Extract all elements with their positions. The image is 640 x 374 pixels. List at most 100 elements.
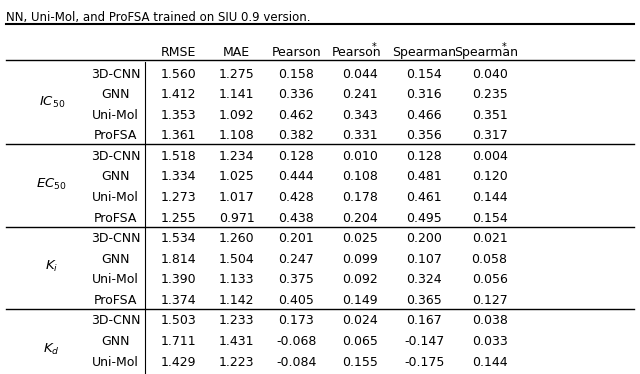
Text: 0.149: 0.149	[342, 294, 378, 307]
Text: 0.343: 0.343	[342, 109, 378, 122]
Text: GNN: GNN	[101, 253, 130, 266]
Text: 1.273: 1.273	[161, 191, 196, 204]
Text: ProFSA: ProFSA	[94, 129, 137, 142]
Text: 1.133: 1.133	[219, 273, 255, 286]
Text: Spearman: Spearman	[392, 46, 456, 59]
Text: *: *	[502, 42, 506, 52]
Text: 0.107: 0.107	[406, 253, 442, 266]
Text: 1.353: 1.353	[161, 109, 196, 122]
Text: GNN: GNN	[101, 335, 130, 348]
Text: MAE: MAE	[223, 46, 250, 59]
Text: 0.971: 0.971	[219, 212, 255, 224]
Text: 1.390: 1.390	[161, 273, 196, 286]
Text: 0.317: 0.317	[472, 129, 508, 142]
Text: 1.223: 1.223	[219, 356, 255, 368]
Text: GNN: GNN	[101, 88, 130, 101]
Text: GNN: GNN	[101, 171, 130, 183]
Text: 0.158: 0.158	[278, 68, 314, 80]
Text: 0.155: 0.155	[342, 356, 378, 368]
Text: 0.444: 0.444	[278, 171, 314, 183]
Text: 0.056: 0.056	[472, 273, 508, 286]
Text: 0.495: 0.495	[406, 212, 442, 224]
Text: 1.503: 1.503	[161, 315, 196, 327]
Text: 0.099: 0.099	[342, 253, 378, 266]
Text: 0.144: 0.144	[472, 356, 508, 368]
Text: *: *	[371, 42, 376, 52]
Text: 0.356: 0.356	[406, 129, 442, 142]
Text: 0.128: 0.128	[278, 150, 314, 163]
Text: 3D-CNN: 3D-CNN	[91, 232, 140, 245]
Text: 0.481: 0.481	[406, 171, 442, 183]
Text: $K_{i}$: $K_{i}$	[45, 259, 58, 275]
Text: ProFSA: ProFSA	[94, 294, 137, 307]
Text: 1.814: 1.814	[161, 253, 196, 266]
Text: 0.351: 0.351	[472, 109, 508, 122]
Text: 1.142: 1.142	[219, 294, 255, 307]
Text: NN, Uni-Mol, and ProFSA trained on SIU 0.9 version.: NN, Uni-Mol, and ProFSA trained on SIU 0…	[6, 11, 311, 24]
Text: 0.375: 0.375	[278, 273, 314, 286]
Text: 0.065: 0.065	[342, 335, 378, 348]
Text: 1.412: 1.412	[161, 88, 196, 101]
Text: 0.462: 0.462	[278, 109, 314, 122]
Text: Uni-Mol: Uni-Mol	[92, 191, 139, 204]
Text: 0.336: 0.336	[278, 88, 314, 101]
Text: 3D-CNN: 3D-CNN	[91, 150, 140, 163]
Text: 0.120: 0.120	[472, 171, 508, 183]
Text: 0.144: 0.144	[472, 191, 508, 204]
Text: $K_{d}$: $K_{d}$	[44, 341, 60, 357]
Text: 0.178: 0.178	[342, 191, 378, 204]
Text: 1.431: 1.431	[219, 335, 255, 348]
Text: 0.038: 0.038	[472, 315, 508, 327]
Text: ProFSA: ProFSA	[94, 212, 137, 224]
Text: -0.175: -0.175	[404, 356, 445, 368]
Text: 1.108: 1.108	[219, 129, 255, 142]
Text: 3D-CNN: 3D-CNN	[91, 315, 140, 327]
Text: 0.405: 0.405	[278, 294, 314, 307]
Text: 3D-CNN: 3D-CNN	[91, 68, 140, 80]
Text: Uni-Mol: Uni-Mol	[92, 109, 139, 122]
Text: 0.058: 0.058	[472, 253, 508, 266]
Text: 0.021: 0.021	[472, 232, 508, 245]
Text: 0.040: 0.040	[472, 68, 508, 80]
Text: 1.255: 1.255	[161, 212, 196, 224]
Text: 1.361: 1.361	[161, 129, 196, 142]
Text: 1.334: 1.334	[161, 171, 196, 183]
Text: 1.518: 1.518	[161, 150, 196, 163]
Text: 1.017: 1.017	[219, 191, 255, 204]
Text: 0.382: 0.382	[278, 129, 314, 142]
Text: Pearson: Pearson	[332, 46, 381, 59]
Text: $IC_{50}$: $IC_{50}$	[38, 95, 65, 110]
Text: -0.084: -0.084	[276, 356, 317, 368]
Text: 0.201: 0.201	[278, 232, 314, 245]
Text: 0.128: 0.128	[406, 150, 442, 163]
Text: Uni-Mol: Uni-Mol	[92, 273, 139, 286]
Text: 0.235: 0.235	[472, 88, 508, 101]
Text: 1.234: 1.234	[219, 150, 255, 163]
Text: -0.068: -0.068	[276, 335, 317, 348]
Text: 1.233: 1.233	[219, 315, 255, 327]
Text: 0.004: 0.004	[472, 150, 508, 163]
Text: 0.365: 0.365	[406, 294, 442, 307]
Text: 0.167: 0.167	[406, 315, 442, 327]
Text: 1.534: 1.534	[161, 232, 196, 245]
Text: $EC_{50}$: $EC_{50}$	[36, 177, 67, 192]
Text: 0.010: 0.010	[342, 150, 378, 163]
Text: 1.275: 1.275	[219, 68, 255, 80]
Text: 1.260: 1.260	[219, 232, 255, 245]
Text: 1.504: 1.504	[219, 253, 255, 266]
Text: 0.173: 0.173	[278, 315, 314, 327]
Text: -0.147: -0.147	[404, 335, 444, 348]
Text: 0.247: 0.247	[278, 253, 314, 266]
Text: 0.428: 0.428	[278, 191, 314, 204]
Text: 0.025: 0.025	[342, 232, 378, 245]
Text: 1.025: 1.025	[219, 171, 255, 183]
Text: 0.092: 0.092	[342, 273, 378, 286]
Text: 1.711: 1.711	[161, 335, 196, 348]
Text: 0.108: 0.108	[342, 171, 378, 183]
Text: 0.033: 0.033	[472, 335, 508, 348]
Text: 0.200: 0.200	[406, 232, 442, 245]
Text: 0.438: 0.438	[278, 212, 314, 224]
Text: 0.024: 0.024	[342, 315, 378, 327]
Text: Uni-Mol: Uni-Mol	[92, 356, 139, 368]
Text: 0.461: 0.461	[406, 191, 442, 204]
